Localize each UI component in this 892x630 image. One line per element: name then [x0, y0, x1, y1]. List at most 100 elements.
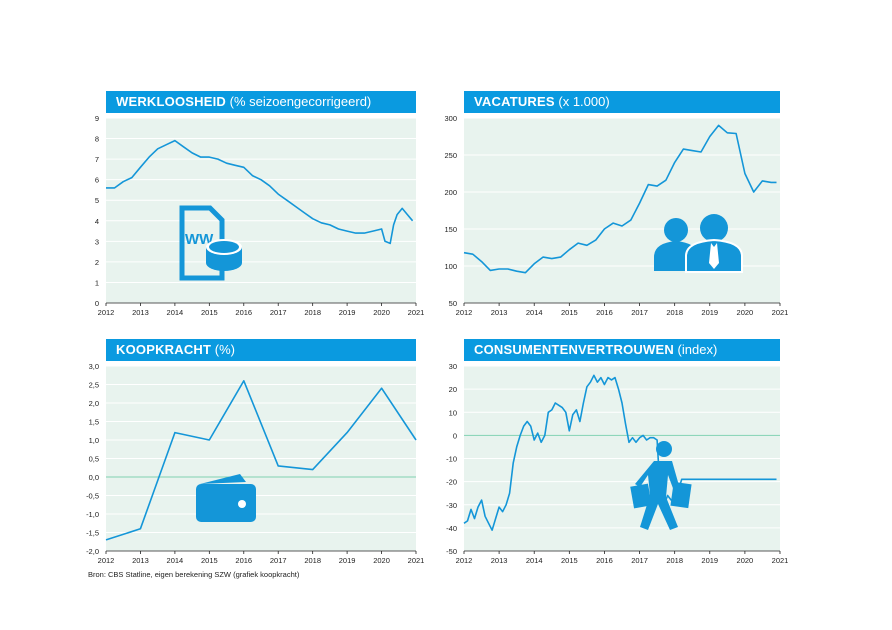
- wallet-button: [238, 500, 246, 508]
- chart-title: WERKLOOSHEID: [116, 94, 227, 109]
- x-tick-label: 2018: [666, 556, 683, 565]
- x-tick-label: 2013: [132, 556, 149, 565]
- y-tick-label: 2,5: [89, 381, 99, 390]
- y-tick-label: 0,0: [89, 473, 99, 482]
- y-tick-label: 9: [95, 114, 99, 123]
- x-tick-label: 2016: [235, 308, 252, 317]
- x-tick-label: 2015: [561, 556, 578, 565]
- y-tick-label: 6: [95, 176, 99, 185]
- x-tick-label: 2017: [270, 308, 287, 317]
- x-tick-label: 2019: [339, 308, 356, 317]
- x-tick-label: 2012: [98, 308, 115, 317]
- x-tick-label: 2018: [304, 556, 321, 565]
- x-tick-label: 2020: [373, 308, 390, 317]
- y-tick-label: 100: [444, 262, 457, 271]
- x-tick-label: 2018: [666, 308, 683, 317]
- chart-title: CONSUMENTENVERTROUWEN: [474, 342, 674, 357]
- x-tick-label: 2021: [408, 556, 425, 565]
- x-tick-label: 2020: [737, 308, 754, 317]
- chart-header-koopkracht: KOOPKRACHT (%): [106, 339, 416, 361]
- y-tick-label: 50: [449, 299, 457, 308]
- x-tick-label: 2016: [596, 556, 613, 565]
- shopper-icon: [630, 441, 692, 530]
- x-tick-label: 2014: [167, 308, 184, 317]
- x-tick-label: 2015: [201, 308, 218, 317]
- x-tick-label: 2019: [701, 308, 718, 317]
- y-tick-label: 0: [453, 431, 457, 440]
- x-tick-label: 2017: [631, 308, 648, 317]
- y-tick-label: 2: [95, 258, 99, 267]
- y-tick-label: 0,5: [89, 455, 99, 464]
- y-tick-label: -30: [446, 501, 457, 510]
- source-note: Bron: CBS Statline, eigen berekening SZW…: [88, 570, 300, 579]
- x-tick-label: 2012: [98, 556, 115, 565]
- x-tick-label: 2015: [561, 308, 578, 317]
- chart-header-werkloosheid: WERKLOOSHEID (% seizoengecorrigeerd): [106, 91, 416, 113]
- series-line: [106, 139, 414, 245]
- x-tick-label: 2016: [596, 308, 613, 317]
- y-tick-label: 3,0: [89, 362, 99, 371]
- person-head-left: [664, 218, 688, 242]
- x-tick-label: 2013: [491, 308, 508, 317]
- series-line: [463, 374, 777, 532]
- y-tick-label: 30: [449, 362, 457, 371]
- x-tick-label: 2016: [235, 556, 252, 565]
- x-tick-label: 2013: [132, 308, 149, 317]
- y-tick-label: -0,5: [86, 492, 99, 501]
- coin-top: [209, 241, 239, 253]
- shopper-head: [656, 441, 672, 457]
- series-line: [463, 124, 777, 274]
- y-tick-label: 1: [95, 278, 99, 287]
- tie: [709, 243, 719, 269]
- x-tick-label: 2014: [167, 556, 184, 565]
- x-tick-label: 2021: [408, 308, 425, 317]
- y-tick-label: 200: [444, 188, 457, 197]
- y-tick-label: 2,0: [89, 399, 99, 408]
- x-tick-label: 2013: [491, 556, 508, 565]
- series-line: [105, 379, 417, 541]
- wallet-body: [196, 484, 256, 522]
- y-tick-label: 20: [449, 385, 457, 394]
- x-tick-label: 2019: [701, 556, 718, 565]
- chart-subtitle: (% seizoengecorrigeerd): [226, 94, 372, 109]
- x-tick-label: 2019: [339, 556, 356, 565]
- y-tick-label: -1,0: [86, 510, 99, 519]
- y-tick-label: -40: [446, 524, 457, 533]
- y-tick-label: 300: [444, 114, 457, 123]
- x-tick-label: 2017: [270, 556, 287, 565]
- y-tick-label: -2,0: [86, 547, 99, 556]
- chart-subtitle: (index): [673, 342, 718, 357]
- y-tick-label: 250: [444, 151, 457, 160]
- y-tick-label: -50: [446, 547, 457, 556]
- web-money-document-icon: WW: [179, 205, 242, 281]
- x-tick-label: 2018: [304, 308, 321, 317]
- y-tick-label: 4: [95, 217, 99, 226]
- y-tick-label: 1,0: [89, 436, 99, 445]
- chart-header-vacatures: VACATURES (x 1.000): [464, 91, 780, 113]
- x-tick-label: 2021: [772, 308, 789, 317]
- x-tick-label: 2017: [631, 556, 648, 565]
- y-tick-label: 3: [95, 237, 99, 246]
- x-tick-label: 2012: [456, 556, 473, 565]
- people-group-icon: [654, 214, 743, 273]
- wallet-icon: [196, 474, 256, 522]
- x-tick-label: 2020: [373, 556, 390, 565]
- person-head-right: [700, 214, 728, 242]
- y-tick-label: 150: [444, 225, 457, 234]
- shopping-bag-left: [630, 483, 652, 509]
- www-label: WW: [185, 231, 214, 248]
- chart-subtitle: (%): [211, 342, 236, 357]
- shopper-body: [635, 461, 680, 530]
- chart-title: KOOPKRACHT: [116, 342, 212, 357]
- x-tick-label: 2014: [526, 308, 543, 317]
- y-tick-label: -20: [446, 478, 457, 487]
- chart-subtitle: (x 1.000): [554, 94, 610, 109]
- chart-header-consumentenvertrouwen: CONSUMENTENVERTROUWEN (index): [464, 339, 780, 361]
- y-tick-label: 8: [95, 135, 99, 144]
- shopping-bag-right: [670, 481, 692, 509]
- y-tick-label: 5: [95, 196, 99, 205]
- x-tick-label: 2020: [737, 556, 754, 565]
